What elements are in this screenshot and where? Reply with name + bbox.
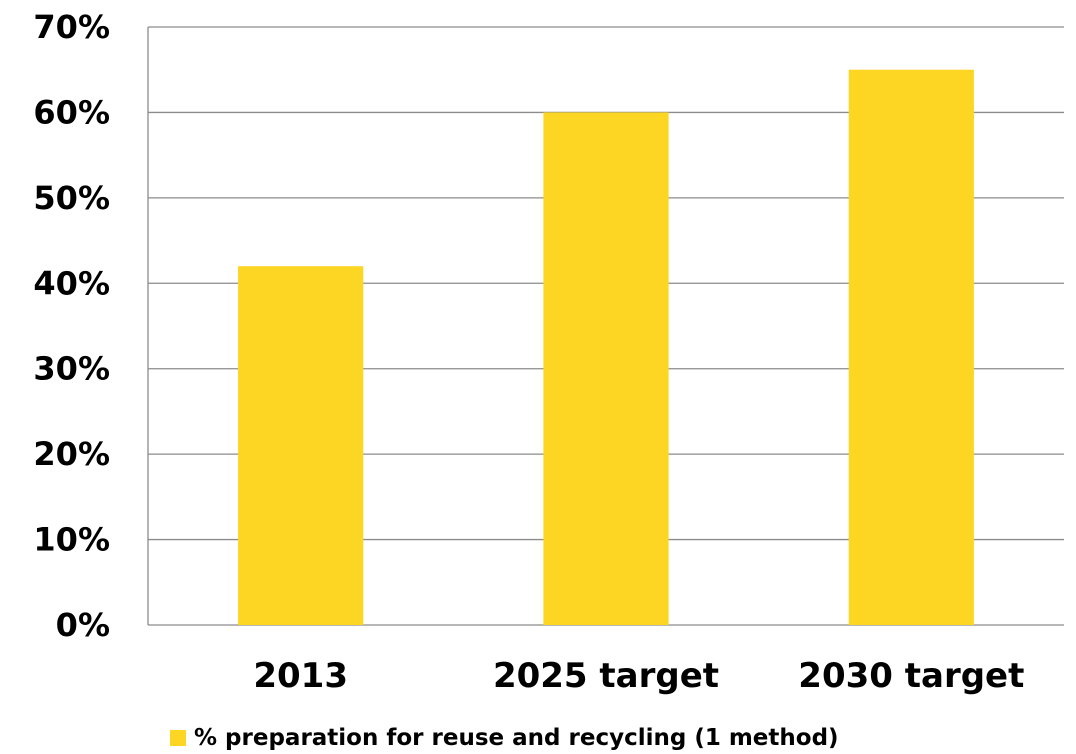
legend-swatch <box>170 730 186 746</box>
bar <box>848 69 974 625</box>
x-category-label: 2013 <box>253 656 348 696</box>
y-axis-ticks: 0% 10% 20% 30% 40% 50% 60% 70% <box>33 8 110 644</box>
bar-chart: 0%10%20%30%40%50%60%70% 2013 2025 target 2… <box>33 8 1064 696</box>
y-tick-label: 40% <box>33 264 110 302</box>
legend-label: % preparation for reuse and recycling (1… <box>194 725 839 751</box>
x-category-label: 2025 target <box>493 656 719 696</box>
y-tick-label: 20% <box>33 435 110 473</box>
x-category-label: 2030 target <box>798 656 1024 696</box>
y-tick-label: 30% <box>33 350 110 388</box>
legend: % preparation for reuse and recycling (1… <box>170 722 839 754</box>
y-tick-label: 60% <box>33 93 110 131</box>
y-tick-label: 70% <box>33 8 110 46</box>
bars <box>238 69 974 625</box>
x-axis-categories: 2013 2025 target 2030 target <box>253 656 1024 696</box>
y-tick-label: 0% <box>56 606 110 644</box>
bar <box>543 112 669 625</box>
y-tick-label: 50% <box>33 179 110 217</box>
bar <box>238 266 364 625</box>
y-tick-label: 10% <box>33 521 110 559</box>
